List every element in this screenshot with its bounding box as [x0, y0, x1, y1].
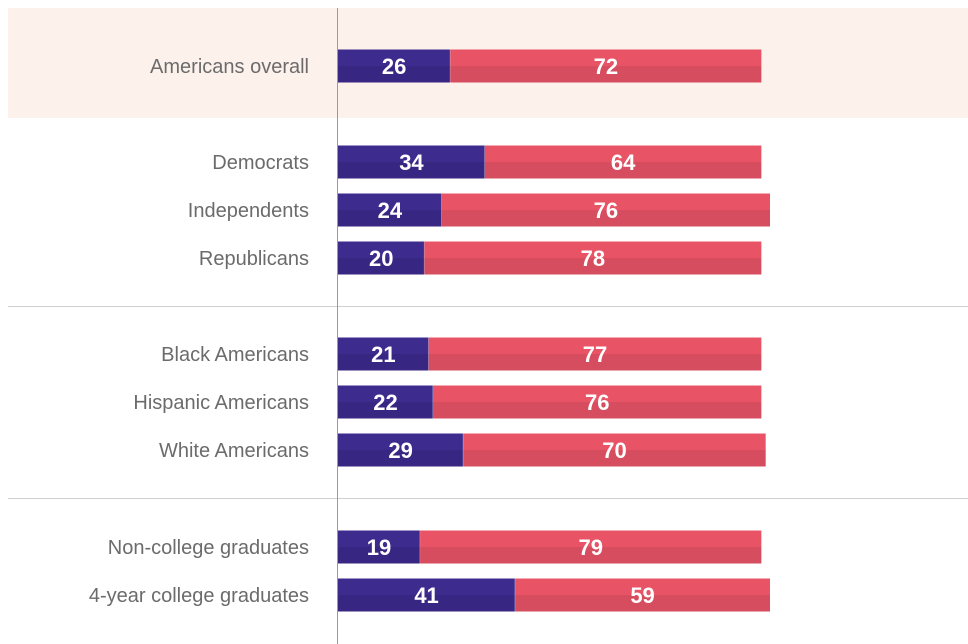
data-label: 26 — [382, 54, 406, 79]
category-label: Republicans — [199, 248, 309, 270]
bar-segment-first — [338, 49, 451, 83]
data-label: 22 — [373, 390, 397, 415]
bar-segment-shade — [428, 354, 762, 371]
bar-segment-shade — [338, 547, 421, 564]
data-label: 78 — [581, 246, 605, 271]
bar-segment-first — [338, 241, 425, 275]
bar-segment-shade — [441, 210, 770, 227]
bar-segment-shade — [338, 162, 485, 179]
bar-segment-first — [338, 193, 442, 227]
data-label: 29 — [388, 438, 412, 463]
bar-segment-shade — [338, 210, 442, 227]
bar-segment-shade — [450, 66, 762, 83]
data-label: 34 — [399, 150, 424, 175]
bar-segment-first — [338, 578, 516, 612]
bar-segment-first — [338, 433, 464, 467]
bar-segment-second — [420, 530, 762, 564]
category-label: Independents — [188, 200, 309, 222]
data-label: 64 — [611, 150, 636, 175]
bar-segment-shade — [484, 162, 762, 179]
data-label: 24 — [378, 198, 403, 223]
category-label: White Americans — [159, 440, 309, 462]
bar-segment-shade — [433, 402, 762, 419]
bar-segment-second — [428, 337, 762, 371]
data-label: 21 — [371, 342, 395, 367]
category-label: Hispanic Americans — [133, 392, 309, 414]
category-label: Non-college graduates — [108, 537, 309, 559]
bar-segment-first — [338, 530, 421, 564]
bar-segment-second — [424, 241, 762, 275]
bar-segment-second — [441, 193, 770, 227]
data-label: 19 — [367, 535, 391, 560]
data-label: 20 — [369, 246, 393, 271]
bar-segment-first — [338, 145, 485, 179]
data-label: 72 — [594, 54, 618, 79]
bar-segment-shade — [515, 595, 770, 612]
bar-segment-shade — [463, 450, 766, 467]
category-label: 4-year college graduates — [89, 585, 309, 607]
category-label: Democrats — [212, 152, 309, 174]
category-label: Black Americans — [161, 344, 309, 366]
bar-segment-shade — [338, 595, 516, 612]
bar-segment-first — [338, 385, 434, 419]
bar-segment-second — [515, 578, 770, 612]
bar-segment-shade — [338, 402, 434, 419]
bar-segment-shade — [338, 354, 429, 371]
bar-segment-shade — [338, 450, 464, 467]
bar-segment-shade — [420, 547, 762, 564]
bar-segment-first — [338, 337, 429, 371]
bar-segment-second — [463, 433, 766, 467]
data-label: 41 — [414, 583, 438, 608]
data-label: 70 — [602, 438, 626, 463]
data-label: 76 — [585, 390, 609, 415]
data-label: 79 — [578, 535, 602, 560]
bar-segment-second — [433, 385, 762, 419]
bar-segment-shade — [338, 258, 425, 275]
bar-segment-shade — [424, 258, 762, 275]
category-label: Americans overall — [150, 56, 309, 78]
data-label: 59 — [630, 583, 654, 608]
data-label: 76 — [594, 198, 618, 223]
data-label: 77 — [583, 342, 607, 367]
bar-segment-shade — [338, 66, 451, 83]
bar-segment-second — [450, 49, 762, 83]
bar-segment-second — [484, 145, 762, 179]
